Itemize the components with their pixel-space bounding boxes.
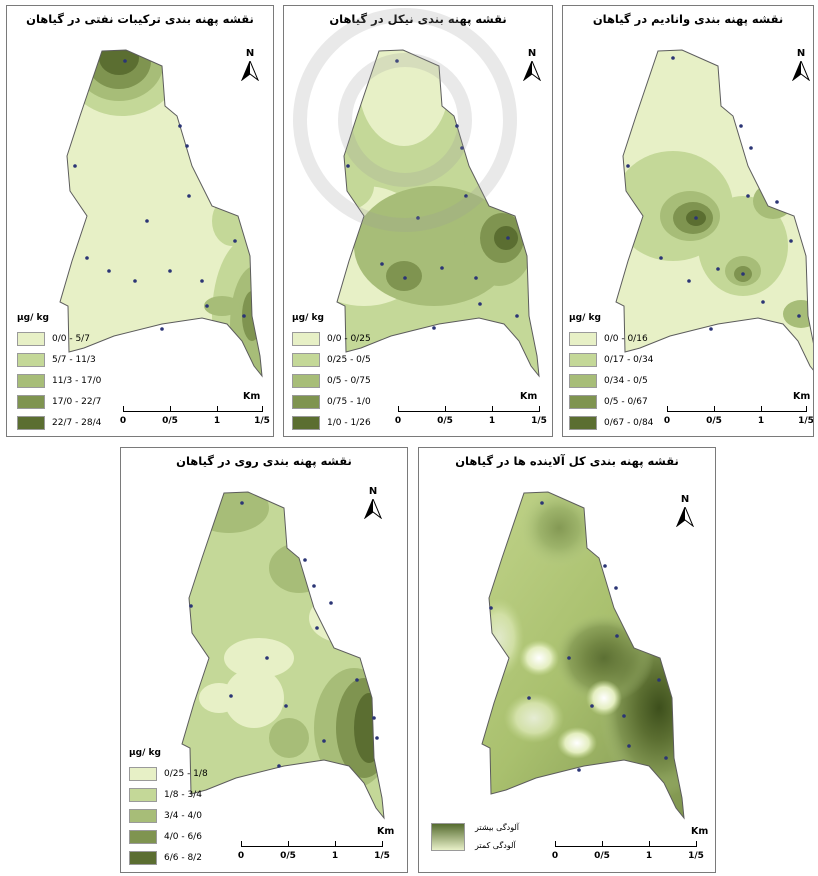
scale-unit: Km	[691, 826, 709, 837]
legend-class-1: 0/0 - 5/7	[17, 328, 101, 349]
scale-unit: Km	[793, 391, 811, 402]
legend-unit: µg/ kg	[129, 748, 161, 758]
gradient-swatch	[431, 823, 465, 851]
zoning-map	[615, 49, 813, 376]
scale-unit: Km	[243, 391, 261, 402]
map-legend: µg/ kg 0/25 - 1/8 1/8 - 3/4 3/4 - 4/0 4/…	[129, 748, 208, 868]
map-panel-zinc: نقشه پهنه بندی روی در گیاهان	[120, 447, 408, 873]
scale-bar: Km 0 0/5 1 1/5	[551, 826, 709, 861]
legend-class-2: 5/7 - 11/3	[17, 349, 101, 370]
legend-class-2: 0/17 - 0/34	[569, 349, 653, 370]
legend-class-3: 11/3 - 17/0	[17, 370, 101, 391]
panel-title: نقشه پهنه بندی ترکیبات نفتی در گیاهان	[26, 12, 254, 26]
scale-bar: Km 0 0/5 1 1/5	[119, 391, 270, 426]
legend-low-label: آلودگی کمتر	[475, 841, 516, 850]
scale-bar: Km 0 0/5 1 1/5	[663, 391, 814, 426]
zoning-map	[336, 49, 540, 378]
legend-class-3: 0/34 - 0/5	[569, 370, 653, 391]
legend-class-1: 0/25 - 1/8	[129, 763, 208, 784]
north-arrow-icon: N	[789, 48, 813, 82]
scale-bar: Km 0 0/5 1 1/5	[394, 391, 547, 426]
legend-unit: µg/ kg	[292, 313, 324, 323]
panel-title: نقشه پهنه بندی وانادیم در گیاهان	[592, 12, 784, 26]
legend-unit: µg/ kg	[569, 313, 601, 323]
legend-class-1: 0/0 - 0/16	[569, 328, 653, 349]
scale-bar: Km 0 0/5 1 1/5	[237, 826, 395, 861]
legend-high-label: آلودگی بیشتر	[475, 823, 519, 832]
map-legend: µg/ kg 0/0 - 5/7 5/7 - 11/3 11/3 - 17/0 …	[17, 313, 101, 433]
map-legend: µg/ kg 0/0 - 0/16 0/17 - 0/34 0/34 - 0/5…	[569, 313, 653, 433]
legend-class-4: 17/0 - 22/7	[17, 391, 101, 412]
legend-class-3: 0/5 - 0/75	[292, 370, 371, 391]
map-panel-petroleum: نقشه پهنه بندی ترکیبات نفتی در گیاهان N	[6, 5, 274, 437]
panel-title: نقشه پهنه بندی نیکل در گیاهان	[329, 12, 507, 26]
north-arrow-icon: N	[520, 48, 544, 82]
zoning-map	[59, 49, 263, 378]
north-arrow-icon: N	[673, 494, 697, 528]
legend-class-2: 1/8 - 3/4	[129, 784, 208, 805]
legend-class-4: 4/0 - 6/6	[129, 826, 208, 847]
legend-class-1: 0/0 - 0/25	[292, 328, 371, 349]
scale-unit: Km	[377, 826, 395, 837]
legend-class-5: 1/0 - 1/26	[292, 412, 371, 433]
legend-class-3: 3/4 - 4/0	[129, 805, 208, 826]
north-arrow-icon: N	[238, 48, 262, 82]
panel-title: نقشه پهنه بندی کل آلاینده ها در گیاهان	[455, 454, 679, 468]
panel-title: نقشه پهنه بندی روی در گیاهان	[176, 454, 352, 468]
legend-class-5: 6/6 - 8/2	[129, 847, 208, 868]
north-arrow-icon: N	[361, 486, 385, 520]
scale-unit: Km	[520, 391, 538, 402]
map-panel-total-pollutants: نقشه پهنه بندی کل آلاینده ها در گیاهان	[418, 447, 716, 873]
legend-class-4: 0/5 - 0/67	[569, 391, 653, 412]
legend-unit: µg/ kg	[17, 313, 49, 323]
map-panel-nickel: نقشه پهنه بندی نیکل در گیاهان N µg/ kg 0…	[283, 5, 553, 437]
zoning-map	[181, 491, 385, 820]
legend-class-5: 22/7 - 28/4	[17, 412, 101, 433]
legend-class-4: 0/75 - 1/0	[292, 391, 371, 412]
pollution-gradient-legend: آلودگی بیشتر آلودگی کمتر	[431, 823, 621, 863]
map-legend: µg/ kg 0/0 - 0/25 0/25 - 0/5 0/5 - 0/75 …	[292, 313, 371, 433]
legend-class-5: 0/67 - 0/84	[569, 412, 653, 433]
map-panel-vanadium: نقشه پهنه بندی وانادیم در گیاهان N	[562, 5, 814, 437]
legend-class-2: 0/25 - 0/5	[292, 349, 371, 370]
zoning-map	[481, 491, 685, 820]
